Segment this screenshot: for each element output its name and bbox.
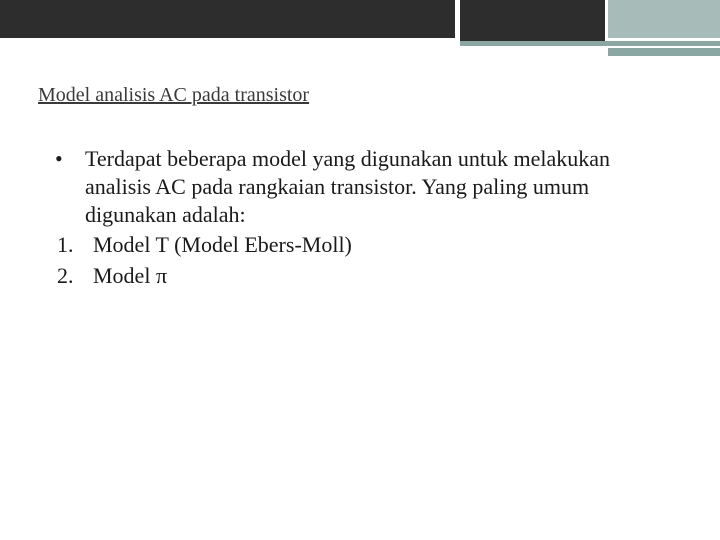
bullet-text: Terdapat beberapa model yang digunakan u… (85, 145, 675, 229)
bullet-mark: • (55, 145, 85, 229)
bar-teal-light-right (608, 0, 720, 38)
bar-teal-right (608, 48, 720, 56)
number-text: Model π (93, 262, 675, 290)
slide-body: • Terdapat beberapa model yang digunakan… (55, 145, 675, 290)
number-mark: 2. (55, 262, 93, 290)
numbered-item-2: 2. Model π (55, 262, 675, 290)
bar-dark-left (0, 0, 455, 38)
bar-teal-thin (460, 41, 720, 46)
slide: Model analisis AC pada transistor • Terd… (0, 0, 720, 540)
slide-title: Model analisis AC pada transistor (38, 84, 309, 107)
number-text: Model T (Model Ebers-Moll) (93, 231, 675, 259)
bullet-item: • Terdapat beberapa model yang digunakan… (55, 145, 675, 229)
number-mark: 1. (55, 231, 93, 259)
bar-dark-mid (460, 0, 605, 46)
numbered-item-1: 1. Model T (Model Ebers-Moll) (55, 231, 675, 259)
